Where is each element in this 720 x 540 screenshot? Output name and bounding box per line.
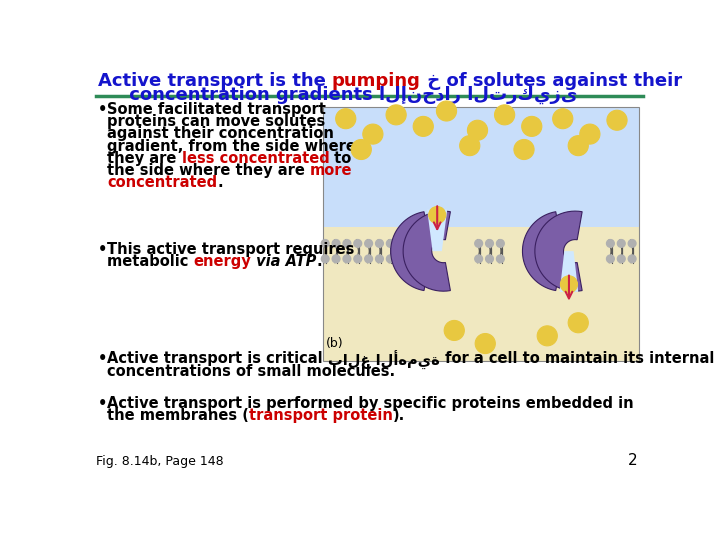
Text: concentrated: concentrated xyxy=(107,176,217,191)
Circle shape xyxy=(629,240,636,247)
Circle shape xyxy=(386,105,406,125)
Circle shape xyxy=(343,255,351,262)
Circle shape xyxy=(537,326,557,346)
Circle shape xyxy=(343,240,351,247)
Text: for a cell to maintain its internal: for a cell to maintain its internal xyxy=(439,351,714,366)
Circle shape xyxy=(444,320,464,340)
Circle shape xyxy=(363,124,383,144)
Polygon shape xyxy=(323,226,639,361)
Circle shape xyxy=(553,109,573,129)
Circle shape xyxy=(376,240,383,247)
Text: Active transport is the: Active transport is the xyxy=(98,72,332,90)
Circle shape xyxy=(428,206,446,224)
Circle shape xyxy=(332,240,340,247)
Polygon shape xyxy=(559,251,578,292)
Text: less concentrated: less concentrated xyxy=(181,151,329,166)
Circle shape xyxy=(321,255,329,262)
Text: the membranes (: the membranes ( xyxy=(107,408,249,423)
Text: Active transport is performed by specific proteins embedded in: Active transport is performed by specifi… xyxy=(107,396,634,411)
Circle shape xyxy=(351,139,372,159)
Polygon shape xyxy=(535,211,582,291)
Circle shape xyxy=(413,117,433,137)
Circle shape xyxy=(365,240,372,247)
Text: This active transport requires: This active transport requires xyxy=(107,242,354,257)
Circle shape xyxy=(485,255,493,262)
Circle shape xyxy=(580,124,600,144)
Text: against their concentration: against their concentration xyxy=(107,126,334,141)
Text: concentration gradients: concentration gradients xyxy=(98,85,379,104)
Circle shape xyxy=(606,240,614,247)
Text: more: more xyxy=(310,163,353,178)
Circle shape xyxy=(474,255,482,262)
Circle shape xyxy=(497,240,504,247)
Circle shape xyxy=(560,276,577,293)
Circle shape xyxy=(568,313,588,333)
Text: الإنحدار التركيزى: الإنحدار التركيزى xyxy=(379,85,577,104)
Polygon shape xyxy=(403,211,451,291)
Circle shape xyxy=(475,334,495,354)
Text: proteins can move solutes: proteins can move solutes xyxy=(107,114,325,129)
Polygon shape xyxy=(427,210,447,251)
Circle shape xyxy=(354,255,361,262)
Circle shape xyxy=(387,240,394,247)
Circle shape xyxy=(607,110,627,130)
Text: energy: energy xyxy=(194,254,251,269)
Circle shape xyxy=(387,255,394,262)
Text: •: • xyxy=(98,351,107,366)
Bar xyxy=(323,107,639,361)
Circle shape xyxy=(606,255,614,262)
Circle shape xyxy=(459,136,480,156)
Text: gradient, from the side where: gradient, from the side where xyxy=(107,139,356,153)
Text: via ATP: via ATP xyxy=(251,254,317,269)
Circle shape xyxy=(436,101,456,121)
Circle shape xyxy=(497,255,504,262)
Text: 2: 2 xyxy=(628,453,637,468)
Circle shape xyxy=(568,136,588,156)
Circle shape xyxy=(617,255,625,262)
Text: خ of solutes against their: خ of solutes against their xyxy=(420,72,682,90)
Text: .: . xyxy=(217,176,222,191)
Circle shape xyxy=(617,240,625,247)
Text: Some facilitated transport: Some facilitated transport xyxy=(107,102,326,117)
Text: •: • xyxy=(98,396,107,411)
Text: transport protein: transport protein xyxy=(249,408,393,423)
Text: concentrations of small molecules.: concentrations of small molecules. xyxy=(107,363,395,379)
Text: Fig. 8.14b, Page 148: Fig. 8.14b, Page 148 xyxy=(96,455,224,468)
Text: بالغ الأهمية: بالغ الأهمية xyxy=(328,351,439,370)
Polygon shape xyxy=(523,212,561,291)
Circle shape xyxy=(336,109,356,129)
Polygon shape xyxy=(323,107,639,226)
Text: metabolic: metabolic xyxy=(107,254,194,269)
Text: .: . xyxy=(317,254,323,269)
Text: •: • xyxy=(98,242,107,257)
Circle shape xyxy=(522,117,542,137)
Text: pumping: pumping xyxy=(332,72,420,90)
Text: they are: they are xyxy=(107,151,181,166)
Circle shape xyxy=(354,240,361,247)
Circle shape xyxy=(365,255,372,262)
Circle shape xyxy=(376,255,383,262)
Circle shape xyxy=(474,240,482,247)
Text: Active transport is critical: Active transport is critical xyxy=(107,351,328,366)
Circle shape xyxy=(514,139,534,159)
Circle shape xyxy=(485,240,493,247)
Circle shape xyxy=(467,120,487,140)
Circle shape xyxy=(332,255,340,262)
Circle shape xyxy=(495,105,515,125)
Text: ).: ). xyxy=(393,408,405,423)
Circle shape xyxy=(629,255,636,262)
Text: to: to xyxy=(329,151,351,166)
Text: •: • xyxy=(98,102,107,117)
Circle shape xyxy=(321,240,329,247)
Text: (b): (b) xyxy=(325,338,343,350)
Text: the side where they are: the side where they are xyxy=(107,163,310,178)
Polygon shape xyxy=(391,212,429,291)
